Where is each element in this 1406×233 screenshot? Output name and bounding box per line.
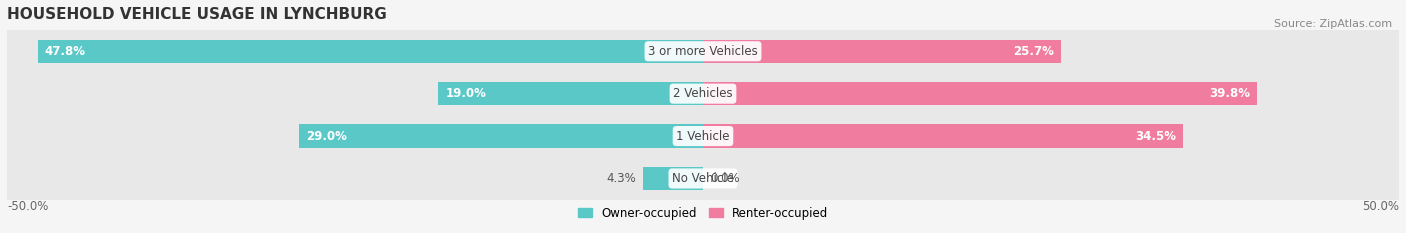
Text: Source: ZipAtlas.com: Source: ZipAtlas.com <box>1274 19 1392 29</box>
Bar <box>643 167 703 190</box>
Text: 39.8%: 39.8% <box>1209 87 1250 100</box>
Bar <box>7 115 1399 157</box>
Text: 4.3%: 4.3% <box>606 172 636 185</box>
Text: 0.0%: 0.0% <box>710 172 740 185</box>
Text: 3 or more Vehicles: 3 or more Vehicles <box>648 45 758 58</box>
Bar <box>703 124 1184 148</box>
Bar <box>7 30 1399 72</box>
Text: No Vehicle: No Vehicle <box>672 172 734 185</box>
Text: 47.8%: 47.8% <box>45 45 86 58</box>
Bar <box>703 82 1257 105</box>
Text: 25.7%: 25.7% <box>1012 45 1054 58</box>
Text: 29.0%: 29.0% <box>307 130 347 143</box>
Text: 34.5%: 34.5% <box>1135 130 1177 143</box>
Bar <box>439 82 703 105</box>
Bar <box>703 40 1060 63</box>
Text: 19.0%: 19.0% <box>446 87 486 100</box>
Text: 1 Vehicle: 1 Vehicle <box>676 130 730 143</box>
Text: 50.0%: 50.0% <box>1362 200 1399 213</box>
Legend: Owner-occupied, Renter-occupied: Owner-occupied, Renter-occupied <box>572 202 834 224</box>
Bar <box>38 40 703 63</box>
Text: 2 Vehicles: 2 Vehicles <box>673 87 733 100</box>
Text: -50.0%: -50.0% <box>7 200 48 213</box>
Text: HOUSEHOLD VEHICLE USAGE IN LYNCHBURG: HOUSEHOLD VEHICLE USAGE IN LYNCHBURG <box>7 7 387 22</box>
Bar <box>7 72 1399 115</box>
Bar <box>299 124 703 148</box>
Bar <box>7 157 1399 200</box>
